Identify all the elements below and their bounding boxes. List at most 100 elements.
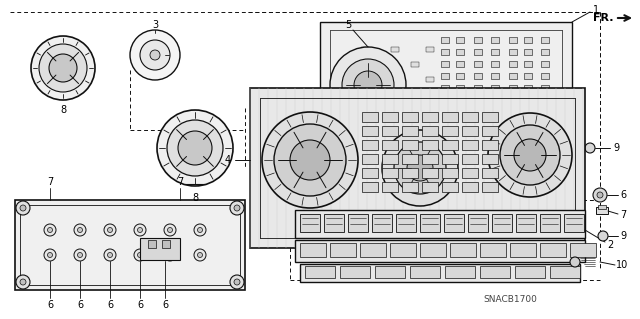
Bar	[361, 47, 369, 52]
Circle shape	[164, 224, 176, 236]
Bar	[564, 214, 584, 232]
Bar	[480, 266, 510, 278]
Text: 7: 7	[177, 177, 183, 187]
Circle shape	[194, 249, 206, 261]
Bar	[444, 214, 464, 232]
Bar	[300, 264, 580, 282]
Bar	[442, 168, 458, 178]
Circle shape	[354, 71, 382, 99]
Text: 6: 6	[77, 300, 83, 310]
Bar	[162, 240, 170, 248]
Bar	[509, 73, 517, 79]
Circle shape	[44, 249, 56, 261]
Circle shape	[382, 130, 458, 206]
Bar	[541, 49, 549, 55]
Bar	[541, 133, 549, 139]
Bar	[362, 140, 378, 150]
Text: 7: 7	[620, 210, 626, 220]
Text: 6: 6	[162, 300, 168, 310]
Circle shape	[108, 227, 113, 233]
Bar	[362, 154, 378, 164]
Circle shape	[234, 279, 240, 285]
Circle shape	[198, 227, 202, 233]
Bar	[390, 243, 416, 257]
Bar	[474, 97, 482, 103]
Bar	[420, 214, 440, 232]
Bar	[456, 37, 464, 43]
Circle shape	[39, 44, 87, 92]
Text: 9: 9	[620, 231, 626, 241]
Bar	[382, 140, 398, 150]
Bar	[524, 109, 532, 115]
Bar	[462, 112, 478, 122]
Circle shape	[168, 253, 173, 257]
Bar	[456, 73, 464, 79]
Bar	[480, 243, 506, 257]
Text: 6: 6	[107, 300, 113, 310]
Bar	[362, 126, 378, 136]
Circle shape	[104, 224, 116, 236]
Bar	[509, 133, 517, 139]
Text: 4: 4	[225, 155, 231, 165]
Bar	[491, 85, 499, 91]
Bar	[474, 73, 482, 79]
Circle shape	[234, 205, 240, 211]
Circle shape	[130, 30, 180, 80]
Circle shape	[394, 142, 446, 194]
Bar	[474, 61, 482, 67]
Bar	[362, 168, 378, 178]
Circle shape	[178, 131, 212, 165]
Bar	[362, 112, 378, 122]
Circle shape	[230, 275, 244, 289]
Bar	[441, 121, 449, 127]
Bar	[422, 126, 438, 136]
Circle shape	[47, 227, 52, 233]
Bar	[474, 133, 482, 139]
Circle shape	[140, 40, 170, 70]
Bar	[391, 47, 399, 52]
Circle shape	[407, 155, 433, 181]
Bar	[456, 97, 464, 103]
Bar	[426, 107, 434, 112]
Bar	[422, 112, 438, 122]
Bar	[510, 243, 536, 257]
Bar	[482, 168, 498, 178]
Bar	[456, 61, 464, 67]
Bar	[541, 97, 549, 103]
Bar	[441, 37, 449, 43]
Bar	[456, 109, 464, 115]
Bar	[462, 126, 478, 136]
Bar	[426, 47, 434, 52]
Bar	[491, 133, 499, 139]
Bar	[422, 154, 438, 164]
Bar	[456, 85, 464, 91]
Bar	[300, 214, 320, 232]
Bar	[462, 140, 478, 150]
Bar	[324, 214, 344, 232]
Text: 10: 10	[616, 260, 628, 270]
Circle shape	[104, 249, 116, 261]
Bar	[361, 77, 369, 82]
Bar	[482, 140, 498, 150]
Bar	[540, 214, 560, 232]
Bar	[524, 73, 532, 79]
Bar	[482, 154, 498, 164]
Circle shape	[330, 47, 406, 123]
Bar	[20, 205, 240, 285]
Bar	[361, 107, 369, 112]
Circle shape	[138, 253, 143, 257]
Bar	[411, 122, 419, 127]
Bar	[541, 85, 549, 91]
Bar	[376, 92, 384, 97]
Bar	[422, 182, 438, 192]
Text: 1: 1	[593, 5, 599, 15]
Bar	[375, 266, 405, 278]
Bar	[422, 168, 438, 178]
Bar	[382, 168, 398, 178]
Bar	[402, 182, 418, 192]
Bar	[541, 37, 549, 43]
Bar	[596, 207, 608, 214]
Bar	[474, 49, 482, 55]
Bar	[148, 240, 156, 248]
Bar	[524, 97, 532, 103]
